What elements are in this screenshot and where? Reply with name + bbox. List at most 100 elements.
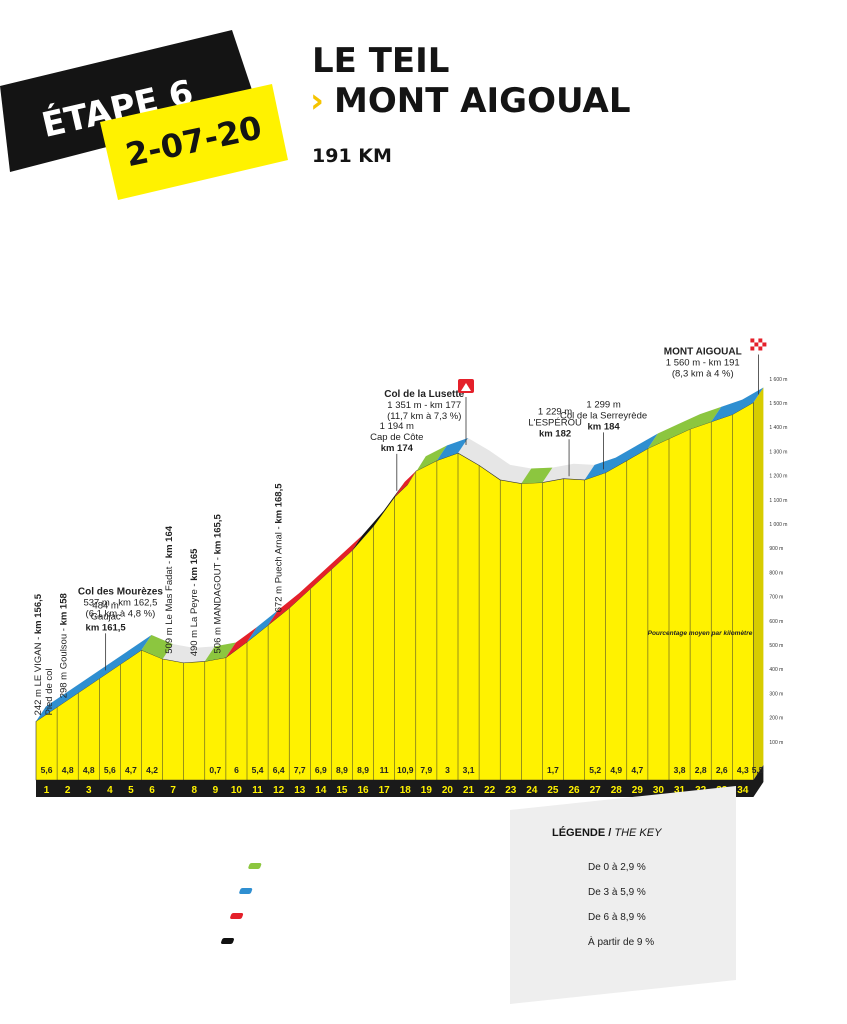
km-gradient-label: 5,6	[104, 765, 116, 775]
km-gradient-label: 4,8	[83, 765, 95, 775]
gradient-segment	[647, 406, 722, 449]
finish-flag-square	[750, 342, 755, 347]
km-tick-label: 22	[484, 785, 496, 796]
route-arrow: ›	[310, 81, 324, 121]
gradient-segment	[204, 642, 236, 662]
start-town: LE TEIL	[312, 41, 449, 81]
stage-tag-black-band	[0, 30, 258, 172]
y-tick-label: 700 m	[769, 595, 783, 601]
legend-label: À partir de 9 %	[588, 935, 654, 948]
finish-flag-square	[762, 342, 767, 347]
finish-flag-square	[758, 342, 763, 347]
km-gradient-label: 2,6	[716, 765, 728, 775]
waypoint-label: km 184	[587, 421, 620, 432]
finish-flag-square	[758, 338, 763, 343]
finish-town: MONT AIGOUAL	[334, 81, 631, 121]
waypoint-label: L'ESPÉROU	[528, 417, 582, 428]
y-tick-label: 100 m	[769, 740, 783, 746]
climb-label: Col de la Lusette	[384, 389, 464, 400]
km-gradient-label: 6	[234, 765, 239, 775]
y-tick-label: 300 m	[769, 691, 783, 697]
legend-swatch	[248, 863, 262, 869]
gradient-segment	[247, 610, 279, 643]
y-tick-label: 1 200 m	[769, 474, 787, 480]
km-tick-label: 6	[149, 785, 155, 796]
gradient-segment	[711, 387, 764, 422]
gradient-segment	[521, 467, 553, 484]
legend-swatch	[221, 938, 234, 944]
gradient-segment	[407, 445, 447, 485]
km-tick-label: 18	[400, 785, 412, 796]
legend-items: De 0 à 2,9 % De 3 à 5,9 % De 6 à 8,9 % À pa…	[221, 862, 654, 948]
stage-tag-yellow-band	[100, 84, 288, 200]
km-tick-label: 30	[653, 785, 665, 796]
km-gradient-label: 5,5	[752, 765, 764, 775]
km-gradient-label: 4,7	[125, 765, 137, 775]
y-tick-label: 1 000 m	[769, 522, 787, 528]
km-tick-label: 23	[505, 785, 517, 796]
legend-panel	[510, 786, 736, 1004]
waypoint-label: 490 m La Peyre - km 165	[189, 548, 200, 656]
km-tick-label: 11	[252, 785, 263, 796]
waypoint-label: km 174	[381, 443, 414, 454]
km-tick-label: 8	[191, 785, 197, 796]
km-tick-label: 14	[315, 785, 327, 796]
finish-flag-square	[754, 338, 759, 343]
km-tick-label: 17	[379, 785, 391, 796]
elevation-profile: 1 2 3 4 5 6 7 8 9 10 11 12 13 14 15 16 17 18 19 20 21 22 23 24 2…	[33, 338, 787, 797]
legend-label: De 6 à 8,9 %	[588, 912, 646, 923]
finish-flag-square	[762, 338, 767, 343]
km-gradient-label: 3,8	[674, 765, 686, 775]
climb-label: 1 351 m - km 177	[387, 400, 461, 411]
y-tick-label: 600 m	[769, 619, 783, 625]
mountain-icon	[461, 383, 471, 392]
km-gradient-label: 3,1	[463, 765, 475, 775]
waypoint-label: Cap de Côte	[370, 432, 423, 443]
climb-label: (11,7 km à 7,3 %)	[387, 411, 461, 422]
km-gradient-label: 4,2	[146, 765, 158, 775]
climb-label: (8,3 km à 4 %)	[672, 369, 734, 380]
gradient-segment	[36, 635, 152, 722]
waypoint-label: 1 229 m	[538, 406, 572, 417]
km-tick-label: 9	[213, 785, 219, 796]
gradient-segment	[141, 635, 173, 659]
y-tick-label: 800 m	[769, 570, 783, 576]
waypoint-sublabel: Pied de col	[44, 668, 55, 715]
waypoint-label: 484 m	[92, 600, 118, 611]
y-tick-label: 400 m	[769, 667, 783, 673]
legend-label: De 3 à 5,9 %	[588, 887, 646, 898]
km-gradient-label: 3	[445, 765, 450, 775]
km-gradient-label: 4,9	[610, 765, 622, 775]
waypoint-label: Gaujac	[91, 611, 121, 622]
y-tick-label: 1 400 m	[769, 425, 787, 431]
climb-label: 537 m - km 162,5	[83, 597, 157, 608]
km-gradient-label: 11	[380, 765, 389, 775]
waypoint-label: km 161,5	[86, 622, 127, 633]
km-tick-label: 28	[611, 785, 623, 796]
finish-flag-square	[754, 346, 759, 351]
km-tick-label: 26	[568, 785, 580, 796]
finish-flag-square	[758, 346, 763, 351]
finish-flag-square	[754, 342, 759, 347]
km-tick-label: 27	[590, 785, 602, 796]
waypoint-label: 1 299 m	[586, 399, 620, 410]
km-tick-label: 3	[86, 785, 92, 796]
gradient-segment	[394, 469, 418, 497]
waypoint-label: 672 m Puech Arnal - km 168,5	[274, 483, 285, 613]
waypoint-label: km 182	[539, 428, 571, 439]
waypoint-label: 509 m Le Mas Fadat - km 164	[164, 525, 175, 654]
waypoint-label: 242 m LE VIGAN - km 156,5	[33, 593, 44, 715]
km-tick-label: 1	[44, 785, 50, 796]
profile-side-face	[753, 387, 764, 780]
km-gradient-label: 5,4	[252, 765, 264, 775]
gradient-segment	[584, 433, 658, 480]
gradient-segment	[225, 627, 257, 658]
km-tick-label: 4	[107, 785, 113, 796]
profile-top-face	[36, 387, 764, 722]
km-gradient-label: 1,7	[547, 765, 559, 775]
gradient-segment	[352, 481, 405, 551]
km-gradient-label: 4,7	[631, 765, 643, 775]
km-tick-label: 34	[737, 785, 749, 796]
stage-tag: ÉTAPE 6 2-07-20	[0, 30, 288, 200]
finish-flag-square	[762, 346, 767, 351]
